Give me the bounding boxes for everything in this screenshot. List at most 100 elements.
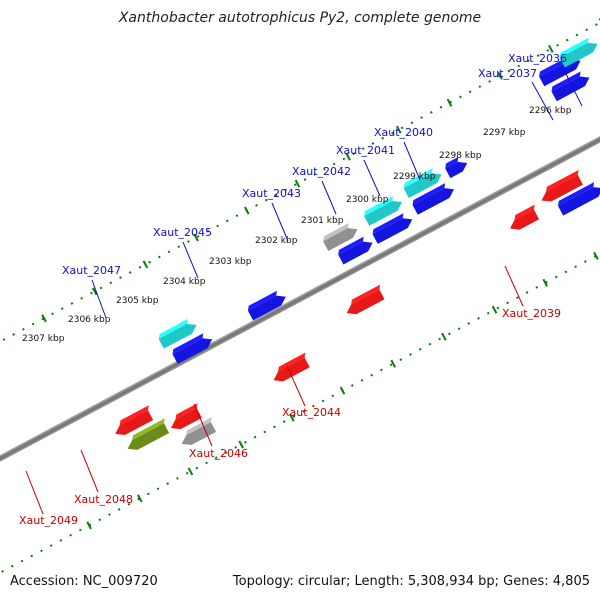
gene-arrow-top [546, 169, 579, 192]
gene-label[interactable]: Xaut_2043 [242, 187, 301, 200]
ruler-dot [410, 121, 414, 125]
gene-arrow-body [247, 295, 286, 321]
ruler-dot [468, 90, 472, 94]
ruler-dot [370, 373, 374, 377]
gene-arrow-body [551, 76, 590, 102]
gene-arrow[interactable] [269, 352, 312, 385]
gene-arrow[interactable] [558, 35, 600, 68]
ruler-dot [486, 311, 490, 315]
ruler-dot [185, 471, 189, 475]
ruler-dot [177, 245, 181, 249]
gene-label-leader [531, 81, 554, 121]
ruler-dot [321, 399, 325, 403]
gene-arrow[interactable] [342, 284, 387, 318]
gene-arrow[interactable] [123, 418, 172, 453]
gene-label[interactable]: Xaut_2049 [19, 514, 78, 527]
gene-arrow[interactable] [171, 331, 215, 364]
gene-arrow[interactable] [506, 204, 542, 234]
gene-arrow-body [346, 289, 385, 315]
gene-arrow[interactable] [550, 69, 592, 102]
ruler-dot [575, 33, 579, 37]
ruler-dot [264, 198, 268, 202]
ruler-dot [263, 430, 267, 434]
ruler-dot [51, 312, 54, 316]
ruler-dot [546, 49, 550, 52]
gene-label[interactable]: Xaut_2040 [374, 126, 433, 139]
ruler-dot [361, 147, 365, 150]
gene-label[interactable]: Xaut_2036 [508, 52, 567, 65]
gene-label[interactable]: Xaut_2044 [282, 406, 341, 419]
ruler-dot [418, 347, 422, 351]
gene-arrow-body [541, 174, 583, 202]
gene-label[interactable]: Xaut_2037 [478, 67, 537, 80]
ruler-dot [293, 183, 297, 187]
ruler-dot [399, 358, 403, 362]
gene-label[interactable]: Xaut_2042 [292, 165, 351, 178]
ruler-major-tick [41, 314, 47, 323]
gene-arrow[interactable] [402, 166, 444, 198]
ruler-dot [420, 116, 423, 119]
ruler-dot [564, 270, 568, 274]
gene-label[interactable]: Xaut_2041 [336, 144, 395, 157]
gene-arrow[interactable] [537, 169, 586, 205]
backbone-axis [0, 61, 600, 537]
ruler-major-tick [243, 206, 250, 215]
ruler-dot [167, 250, 171, 254]
gene-arrow-body [158, 323, 197, 349]
ruler-dot [274, 193, 278, 197]
gene-arrow[interactable] [246, 288, 288, 321]
ruler-dot [389, 363, 393, 367]
gene-label-leader [80, 449, 99, 493]
gene-arrow[interactable] [157, 317, 199, 349]
ruler-dot [506, 301, 509, 305]
gene-arrow-body [412, 188, 455, 215]
ruler-dot [488, 80, 491, 83]
inner-ruler [1, 251, 599, 573]
gene-arrow-top [514, 204, 535, 220]
gene-arrow-body [364, 201, 403, 226]
gene-arrow-body [338, 241, 373, 265]
gene-label[interactable]: Xaut_2045 [153, 226, 212, 239]
gene-arrow[interactable] [111, 405, 156, 438]
gene-arrow-top [372, 213, 404, 235]
ruler-major-tick [548, 44, 554, 53]
gene-arrow[interactable] [411, 181, 457, 215]
ruler-dot [282, 420, 286, 423]
ruler-dot [117, 508, 121, 511]
gene-arrow[interactable] [177, 417, 218, 449]
ruler-dot [350, 384, 354, 387]
ruler-kbp-label: 2300 kbp [346, 195, 389, 205]
ruler-dot [109, 281, 113, 285]
ruler-dot [60, 307, 64, 310]
ruler-dot [595, 23, 598, 26]
ruler-dot [70, 302, 74, 305]
ruler-dot [273, 425, 276, 429]
ruler-dot [323, 167, 326, 171]
gene-arrow[interactable] [167, 403, 205, 433]
gene-arrow-top [445, 156, 459, 169]
gene-arrow[interactable] [371, 211, 415, 244]
gene-arrow-body [127, 423, 170, 450]
gene-label[interactable]: Xaut_2046 [189, 447, 248, 460]
gene-label[interactable]: Xaut_2048 [74, 493, 133, 506]
gene-arrow-body [323, 228, 358, 251]
gene-arrow-top [247, 290, 277, 311]
gene-label[interactable]: Xaut_2039 [502, 307, 561, 320]
ruler-dot [138, 265, 142, 269]
gene-arrow[interactable] [556, 180, 600, 216]
ruler-major-tick [294, 179, 301, 188]
gene-arrow[interactable] [443, 155, 469, 179]
ruler-dot [31, 322, 35, 326]
ruler-dot [409, 353, 412, 356]
gene-arrow[interactable] [362, 194, 404, 226]
ruler-dot [234, 446, 238, 449]
gene-arrow[interactable] [336, 234, 375, 265]
gene-label[interactable]: Xaut_2047 [62, 264, 121, 277]
ruler-dot [127, 502, 131, 506]
ruler-major-tick [137, 494, 143, 503]
gene-arrow-body [372, 218, 413, 244]
ruler-dot [253, 435, 257, 439]
ruler-dot [157, 255, 161, 259]
ruler-dot [166, 482, 170, 485]
gene-arrow[interactable] [321, 221, 360, 251]
